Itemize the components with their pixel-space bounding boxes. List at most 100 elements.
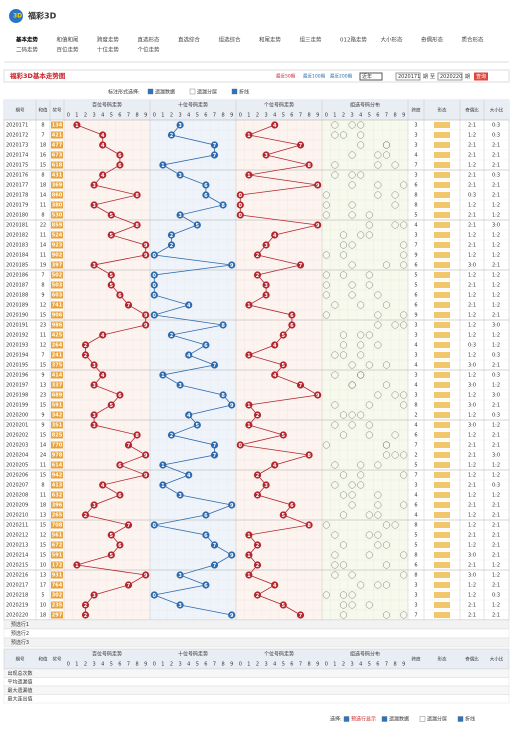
ball [236, 201, 244, 209]
range-link[interactable]: 最近200期 [330, 73, 353, 80]
period: 2020172 [6, 133, 28, 139]
ball-digit: 0 [239, 193, 243, 199]
nav-link[interactable]: 二码走势 [16, 46, 39, 54]
span: 8 [414, 193, 417, 199]
zone-header: 十位号码走势 [178, 651, 208, 658]
checkbox[interactable] [457, 716, 464, 722]
ball-digit: 3 [178, 493, 182, 499]
period: 2020175 [6, 163, 28, 169]
big-small: 0:3 [492, 593, 500, 599]
digit-header: 8 [222, 113, 225, 119]
nav-link[interactable]: 质合形态 [462, 36, 485, 44]
number: 413 [52, 483, 63, 489]
sum: 15 [40, 313, 46, 319]
ball [228, 611, 236, 619]
number: 351 [52, 423, 63, 429]
odd-even: 2:1 [468, 443, 476, 449]
shape-box [434, 422, 450, 428]
ball-digit: 9 [144, 243, 148, 249]
nav-link[interactable]: 直选形态 [138, 36, 161, 44]
span: 5 [414, 543, 417, 549]
big-small: 1:2 [492, 233, 500, 239]
nav-link[interactable]: 和值和尾 [57, 36, 80, 44]
ball-digit: 3 [92, 183, 96, 189]
sum: 8 [41, 123, 44, 129]
ball-digit: 3 [92, 263, 96, 269]
checkbox[interactable] [381, 716, 388, 722]
group-mark [365, 361, 373, 369]
query-button[interactable] [474, 72, 488, 81]
shape-box [434, 432, 450, 438]
nav-link[interactable]: 012路走势 [340, 36, 367, 44]
range-link[interactable]: 最近100期 [303, 73, 326, 80]
group-mark [348, 501, 356, 509]
ball-digit: 6 [204, 583, 208, 589]
big-small: 0:3 [492, 123, 500, 129]
group-mark [357, 301, 365, 309]
number: 689 [52, 393, 63, 399]
number-bg [51, 591, 63, 599]
nav-link[interactable]: 个位走势 [138, 46, 161, 54]
number: 302 [52, 593, 63, 599]
period: 2020207 [6, 483, 28, 489]
ball [99, 371, 107, 379]
nav-link[interactable]: 百位走势 [57, 46, 80, 54]
to-input[interactable] [437, 72, 463, 81]
toolbar-title: 福彩3D基本走势图 [9, 71, 66, 80]
period: 2020220 [6, 613, 28, 619]
nav-link[interactable]: 跨度走势 [97, 36, 120, 44]
span: 3 [414, 133, 417, 139]
checkbox[interactable] [419, 716, 426, 722]
ball [288, 311, 296, 319]
ball-digit: 5 [282, 513, 286, 519]
option-text: 遗漏分层 [197, 89, 217, 96]
digit-header: 2 [84, 113, 87, 119]
checkbox[interactable] [147, 88, 154, 95]
span: 7 [414, 473, 417, 479]
number: 369 [52, 183, 63, 189]
sum: 11 [40, 233, 46, 239]
nav-link[interactable]: 基本走势 [15, 36, 39, 44]
group-mark [365, 401, 373, 409]
span: 4 [414, 493, 417, 499]
ball [236, 191, 244, 199]
span: 6 [414, 563, 417, 569]
span: 3 [414, 233, 417, 239]
checkbox[interactable] [231, 88, 238, 95]
nav-link[interactable]: 十位走势 [97, 46, 120, 54]
digit-header: 4 [101, 113, 104, 119]
ball-digit: 1 [247, 133, 251, 139]
nav-link[interactable]: 直选综合 [178, 36, 201, 44]
number-bg [51, 401, 63, 409]
nav-link[interactable]: 组三走势 [300, 36, 323, 44]
checkbox[interactable] [189, 88, 196, 95]
nav-link[interactable]: 组选综合 [219, 36, 242, 44]
nav-link[interactable]: 和尾走势 [259, 36, 282, 44]
ball [219, 201, 227, 209]
odd-even: 1:2 [468, 163, 476, 169]
big-small: 2:1 [492, 613, 500, 619]
group-mark [348, 241, 356, 249]
digit-header: 3 [179, 113, 182, 119]
nav-link[interactable]: 大小形态 [381, 36, 404, 44]
number-bg [51, 301, 63, 309]
number-bg [51, 131, 63, 139]
checkbox[interactable] [343, 716, 350, 722]
span: 8 [414, 553, 417, 559]
nav-link[interactable]: 奇偶形态 [421, 36, 444, 44]
from-input[interactable] [395, 72, 421, 81]
ball [245, 301, 253, 309]
range-link[interactable]: 最近50期 [276, 73, 296, 80]
ball-digit: 0 [153, 523, 157, 529]
select[interactable] [359, 72, 383, 81]
column-header: 大小比 [490, 107, 504, 114]
ball [314, 391, 322, 399]
number-bg [51, 341, 63, 349]
ball-digit: 7 [127, 583, 131, 589]
shape-box [434, 482, 450, 488]
big-small: 0:3 [492, 173, 500, 179]
group-mark [340, 131, 348, 139]
ball-digit: 6 [118, 463, 122, 469]
group-mark [331, 561, 339, 569]
digit-header: 1 [161, 662, 164, 668]
